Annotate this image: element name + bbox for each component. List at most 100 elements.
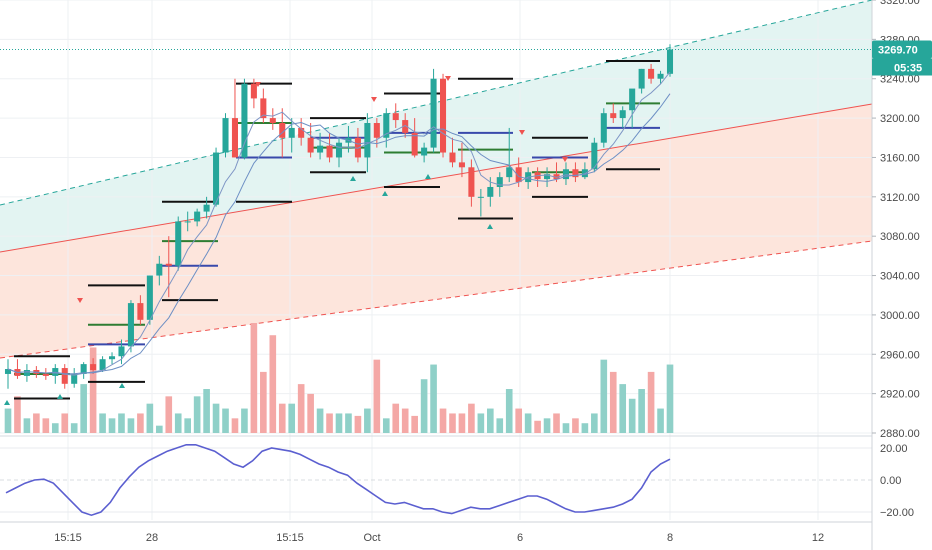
sell-signal-icon bbox=[77, 298, 83, 303]
time-tick-label: 12 bbox=[812, 532, 824, 544]
candle-body bbox=[373, 123, 380, 138]
volume-bar bbox=[108, 418, 116, 433]
volume-bar bbox=[231, 418, 239, 433]
volume-bar bbox=[33, 413, 40, 433]
volume-bar bbox=[193, 396, 201, 433]
sell-signal-icon bbox=[519, 130, 525, 135]
price-tick-label: 3320.00 bbox=[880, 0, 920, 7]
sell-signal-icon bbox=[255, 82, 261, 87]
candle-body bbox=[194, 211, 201, 222]
channel-lower-fill bbox=[0, 104, 872, 358]
volume-bar bbox=[524, 413, 532, 433]
regression-channel bbox=[0, 0, 873, 359]
candle-body bbox=[4, 369, 12, 374]
signal-markers bbox=[4, 76, 568, 405]
last-price-label: 3269.70 bbox=[878, 44, 918, 56]
candle-body bbox=[90, 364, 97, 371]
volume-bar bbox=[297, 384, 305, 433]
candle-body bbox=[203, 204, 210, 212]
time-tick-label: Oct bbox=[363, 532, 380, 544]
candle-body bbox=[118, 346, 125, 357]
candle-body bbox=[666, 49, 674, 74]
price-axis-background bbox=[872, 0, 932, 550]
price-tick-label: 2960.00 bbox=[880, 349, 920, 361]
volume-bar bbox=[354, 415, 362, 433]
buy-signal-icon bbox=[350, 176, 356, 181]
buy-signal-icon bbox=[119, 383, 125, 388]
candle-body bbox=[648, 68, 655, 79]
volume-bar bbox=[307, 393, 314, 433]
volume-bar bbox=[543, 418, 551, 433]
volume-bar bbox=[288, 403, 296, 433]
sell-signal-icon bbox=[445, 76, 451, 81]
candle-body bbox=[458, 162, 465, 168]
volume-bar bbox=[80, 384, 87, 433]
volume-bar bbox=[638, 389, 645, 433]
candle-body bbox=[269, 118, 276, 124]
volume-bar bbox=[316, 408, 324, 433]
volume-bar bbox=[666, 364, 674, 433]
volume-bar bbox=[392, 403, 400, 433]
candle-body bbox=[61, 368, 68, 384]
price-tick-label: 3240.00 bbox=[880, 74, 920, 86]
price-tick-label: 3040.00 bbox=[880, 271, 920, 283]
candle-body bbox=[581, 169, 588, 178]
candle-body bbox=[213, 152, 220, 205]
price-tick-label: 2880.00 bbox=[880, 428, 920, 440]
candle-body bbox=[449, 152, 456, 163]
volume-bar bbox=[4, 408, 12, 433]
volume-bar bbox=[165, 396, 173, 433]
channel-mid-line bbox=[0, 103, 873, 253]
buy-signal-icon bbox=[4, 400, 10, 405]
volume-bar bbox=[487, 408, 494, 433]
volume-bar bbox=[250, 323, 258, 433]
moving-average-line bbox=[7, 93, 671, 375]
candle-body bbox=[127, 303, 134, 347]
candle-body bbox=[288, 127, 295, 138]
sell-signal-icon bbox=[371, 97, 377, 102]
candle-body bbox=[392, 113, 399, 121]
level-lines bbox=[14, 60, 660, 400]
volume-bar bbox=[174, 413, 182, 433]
volume-bar bbox=[156, 425, 163, 433]
candle-body bbox=[562, 169, 569, 180]
price-tick-label: 3160.00 bbox=[880, 152, 920, 164]
candle-body bbox=[71, 373, 78, 384]
buy-signal-icon bbox=[487, 224, 493, 229]
candle-body bbox=[279, 123, 286, 138]
volume-bar bbox=[382, 418, 390, 433]
time-tick-label: 6 bbox=[517, 532, 523, 544]
volume-bar bbox=[553, 413, 560, 433]
volume-bar bbox=[609, 371, 617, 433]
candle-body bbox=[477, 196, 484, 198]
candle-body bbox=[364, 123, 371, 158]
volume-bar bbox=[628, 398, 636, 433]
time-tick-label: 15:15 bbox=[276, 532, 304, 544]
volume-bar bbox=[61, 413, 69, 433]
candle-body bbox=[411, 132, 418, 156]
buy-signal-icon bbox=[382, 191, 388, 196]
sell-signal-icon bbox=[562, 157, 568, 162]
volume-bar bbox=[269, 335, 277, 433]
osc-tick-label: 20.00 bbox=[880, 443, 908, 455]
candle-body bbox=[544, 174, 551, 180]
volume-bar bbox=[373, 359, 381, 433]
volume-bar bbox=[89, 347, 97, 433]
volume-bar bbox=[430, 364, 437, 433]
volume-bar bbox=[364, 408, 371, 433]
time-tick-label: 15:15 bbox=[54, 532, 82, 544]
candle-body bbox=[23, 370, 30, 376]
candle-body bbox=[298, 127, 305, 138]
countdown-badge bbox=[872, 58, 932, 76]
volume-bar bbox=[600, 359, 608, 433]
candle-body bbox=[657, 73, 664, 79]
candle-body bbox=[165, 263, 172, 266]
moving-averages bbox=[7, 71, 671, 376]
candle-body bbox=[553, 174, 560, 180]
candle-body bbox=[600, 113, 607, 143]
volume-bar bbox=[14, 396, 21, 433]
volume-bar bbox=[657, 408, 664, 433]
candle-body bbox=[175, 221, 182, 266]
